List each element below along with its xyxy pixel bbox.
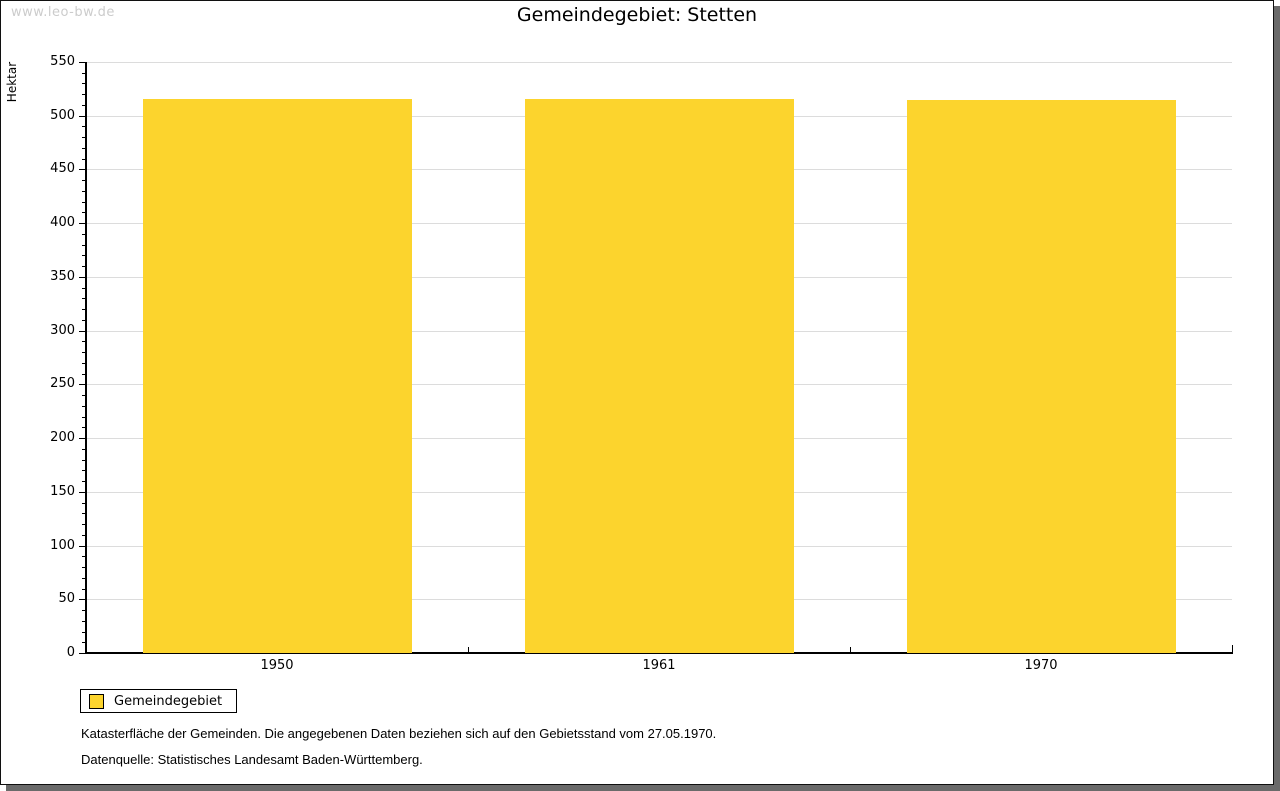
note-description: Katasterfläche der Gemeinden. Die angege… xyxy=(81,726,717,741)
watermark-url: www.leo-bw.de xyxy=(11,5,115,20)
y-major-tick xyxy=(79,277,86,278)
y-minor-tick xyxy=(82,374,86,375)
y-minor-tick xyxy=(82,352,86,353)
legend: Gemeindegebiet xyxy=(80,689,238,713)
y-minor-tick xyxy=(82,212,86,213)
y-major-tick xyxy=(79,116,86,117)
y-minor-tick xyxy=(82,320,86,321)
y-minor-tick xyxy=(82,578,86,579)
y-minor-tick xyxy=(82,449,86,450)
y-tick-label: 450 xyxy=(50,161,75,176)
legend-label: Gemeindegebiet xyxy=(114,693,223,709)
y-minor-tick xyxy=(82,417,86,418)
y-minor-tick xyxy=(82,642,86,643)
y-tick-label: 200 xyxy=(50,430,75,445)
y-minor-tick xyxy=(82,245,86,246)
y-minor-tick xyxy=(82,73,86,74)
y-minor-tick xyxy=(82,406,86,407)
y-minor-tick xyxy=(82,632,86,633)
y-minor-tick xyxy=(82,234,86,235)
y-minor-tick xyxy=(82,524,86,525)
y-tick-label: 500 xyxy=(50,108,75,123)
gridline xyxy=(86,62,1232,63)
y-tick-label: 50 xyxy=(58,591,75,606)
y-minor-tick xyxy=(82,535,86,536)
y-minor-tick xyxy=(82,481,86,482)
y-axis-title: Hektar xyxy=(5,61,19,103)
y-minor-tick xyxy=(82,341,86,342)
y-minor-tick xyxy=(82,159,86,160)
y-axis-line xyxy=(85,62,87,654)
y-major-tick xyxy=(79,599,86,600)
y-minor-tick xyxy=(82,191,86,192)
x-category-label: 1961 xyxy=(642,658,676,673)
x-axis-line xyxy=(85,652,1233,654)
y-minor-tick xyxy=(82,126,86,127)
y-major-tick xyxy=(79,331,86,332)
x-category-label: 1950 xyxy=(260,658,294,673)
note-datasource: Datenquelle: Statistisches Landesamt Bad… xyxy=(81,752,423,767)
y-major-tick xyxy=(79,653,86,654)
y-minor-tick xyxy=(82,589,86,590)
y-minor-tick xyxy=(82,460,86,461)
y-minor-tick xyxy=(82,137,86,138)
y-major-tick xyxy=(79,384,86,385)
y-minor-tick xyxy=(82,610,86,611)
y-minor-tick xyxy=(82,288,86,289)
y-minor-tick xyxy=(82,567,86,568)
y-tick-label: 0 xyxy=(66,645,75,660)
x-category-label: 1970 xyxy=(1024,658,1058,673)
y-major-tick xyxy=(79,492,86,493)
x-axis-end-tick xyxy=(1232,645,1233,653)
y-minor-tick xyxy=(82,83,86,84)
x-boundary-tick xyxy=(850,647,851,653)
y-minor-tick xyxy=(82,202,86,203)
y-minor-tick xyxy=(82,621,86,622)
y-minor-tick xyxy=(82,148,86,149)
y-tick-label: 150 xyxy=(50,484,75,499)
y-major-tick xyxy=(79,223,86,224)
y-minor-tick xyxy=(82,513,86,514)
y-tick-label: 350 xyxy=(50,269,75,284)
legend-swatch-icon xyxy=(89,693,104,709)
y-minor-tick xyxy=(82,470,86,471)
y-major-tick xyxy=(79,169,86,170)
y-minor-tick xyxy=(82,427,86,428)
y-tick-label: 550 xyxy=(50,54,75,69)
y-major-tick xyxy=(79,62,86,63)
y-minor-tick xyxy=(82,309,86,310)
y-minor-tick xyxy=(82,363,86,364)
chart-title: Gemeindegebiet: Stetten xyxy=(516,4,758,26)
y-tick-label: 300 xyxy=(50,323,75,338)
bar-1961 xyxy=(525,99,794,653)
y-minor-tick xyxy=(82,556,86,557)
y-minor-tick xyxy=(82,255,86,256)
y-minor-tick xyxy=(82,298,86,299)
y-major-tick xyxy=(79,546,86,547)
y-tick-label: 250 xyxy=(50,376,75,391)
y-minor-tick xyxy=(82,105,86,106)
bar-1950 xyxy=(143,99,412,653)
y-tick-label: 100 xyxy=(50,538,75,553)
y-minor-tick xyxy=(82,503,86,504)
y-minor-tick xyxy=(82,94,86,95)
bar-1970 xyxy=(907,100,1176,653)
y-minor-tick xyxy=(82,266,86,267)
x-boundary-tick xyxy=(468,647,469,653)
y-tick-label: 400 xyxy=(50,215,75,230)
y-minor-tick xyxy=(82,180,86,181)
y-minor-tick xyxy=(82,395,86,396)
y-major-tick xyxy=(79,438,86,439)
